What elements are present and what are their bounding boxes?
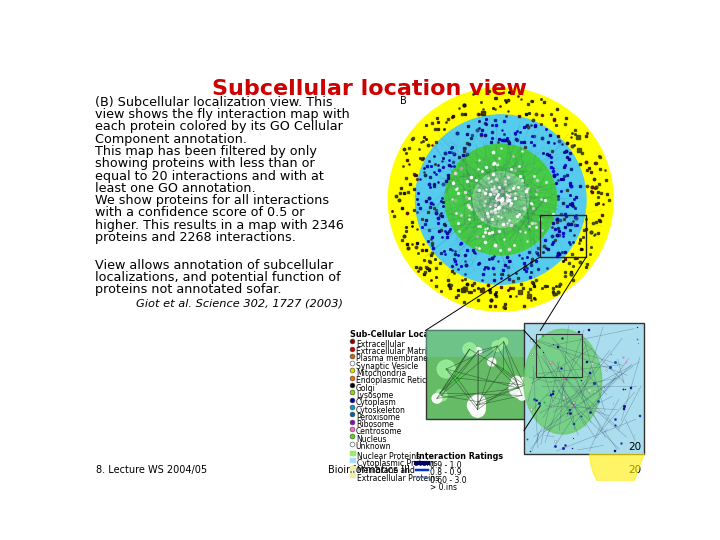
Text: Component annotation.: Component annotation. (96, 132, 248, 146)
Text: 20: 20 (628, 442, 641, 452)
Circle shape (445, 144, 557, 255)
Text: proteins not annotated sofar.: proteins not annotated sofar. (96, 284, 282, 296)
Text: proteins and 2268 interactions.: proteins and 2268 interactions. (96, 231, 297, 244)
Bar (351, 465, 356, 470)
Text: Subcellular location view: Subcellular location view (212, 79, 526, 99)
Circle shape (388, 88, 613, 311)
Text: 0.8 - 0.9: 0.8 - 0.9 (431, 468, 462, 477)
Circle shape (436, 390, 444, 396)
Text: Ribosome: Ribosome (356, 420, 394, 429)
Text: We show proteins for all interactions: We show proteins for all interactions (96, 194, 330, 207)
Circle shape (487, 358, 496, 366)
Text: Endoplasmic Reticulum: Endoplasmic Reticulum (356, 376, 446, 385)
Circle shape (474, 348, 482, 354)
Bar (351, 473, 356, 478)
Circle shape (473, 172, 528, 227)
Bar (524, 323, 644, 454)
Text: view shows the fly interaction map with: view shows the fly interaction map with (96, 108, 350, 121)
Text: Cytoplasmic Proteins: Cytoplasmic Proteins (357, 459, 438, 468)
Text: Extracellular: Extracellular (356, 340, 405, 349)
Text: View allows annotation of subcellular: View allows annotation of subcellular (96, 259, 334, 272)
Bar (426, 330, 540, 357)
Text: Interaction Ratings: Interaction Ratings (415, 453, 503, 462)
Text: > 0.ins: > 0.ins (431, 483, 457, 492)
Text: showing proteins with less than or: showing proteins with less than or (96, 157, 315, 170)
Bar (351, 458, 356, 463)
Bar (539, 215, 586, 257)
Text: Extracellular Matrix: Extracellular Matrix (356, 347, 431, 356)
Text: Extracellular Proteins: Extracellular Proteins (357, 474, 440, 483)
Text: 20: 20 (629, 465, 642, 475)
Text: higher. This results in a map with 2346: higher. This results in a map with 2346 (96, 219, 344, 232)
Circle shape (509, 379, 528, 397)
Text: (B) Subcellular localization view. This: (B) Subcellular localization view. This (96, 96, 333, 109)
Wedge shape (590, 454, 644, 504)
Circle shape (437, 391, 447, 401)
Text: Sub-Cellular Localization View: Sub-Cellular Localization View (350, 330, 487, 340)
Text: Cytoplasm: Cytoplasm (356, 398, 397, 407)
Circle shape (500, 366, 507, 373)
Circle shape (500, 338, 508, 346)
Circle shape (451, 373, 463, 383)
Text: Giot et al. Science 302, 1727 (2003): Giot et al. Science 302, 1727 (2003) (137, 298, 343, 308)
Text: This map has been filtered by only: This map has been filtered by only (96, 145, 318, 158)
Text: Mitochondria: Mitochondria (356, 369, 406, 378)
Text: 0.60 - 3.0: 0.60 - 3.0 (431, 476, 467, 484)
Circle shape (470, 402, 485, 417)
Circle shape (467, 396, 485, 414)
Bar (426, 330, 540, 419)
Bar (536, 334, 582, 377)
Bar (351, 451, 356, 456)
Circle shape (518, 391, 527, 400)
Text: 8. Lecture WS 2004/05: 8. Lecture WS 2004/05 (96, 465, 207, 475)
Text: B: B (400, 96, 407, 106)
Text: 0.9 - 1.0: 0.9 - 1.0 (431, 461, 462, 470)
Text: Lysosome: Lysosome (356, 391, 393, 400)
Text: equal to 20 interactions and with at: equal to 20 interactions and with at (96, 170, 324, 183)
Text: with a confidence score of 0.5 or: with a confidence score of 0.5 or (96, 206, 305, 219)
Text: Membrane and: Membrane and (357, 467, 415, 475)
Text: Golgi: Golgi (356, 383, 376, 393)
Text: Bioinformatics III: Bioinformatics III (328, 465, 410, 475)
Text: Nuclear Proteins: Nuclear Proteins (357, 452, 420, 461)
Ellipse shape (523, 329, 602, 434)
Circle shape (437, 360, 455, 378)
Text: Synaptic Vesicle: Synaptic Vesicle (356, 362, 418, 370)
Circle shape (517, 377, 532, 393)
Text: Nucleus: Nucleus (356, 435, 387, 444)
Text: each protein colored by its GO Cellular: each protein colored by its GO Cellular (96, 120, 343, 133)
Circle shape (415, 115, 586, 284)
Text: least one GO annotation.: least one GO annotation. (96, 182, 256, 195)
Text: Peroxisome: Peroxisome (356, 413, 400, 422)
Circle shape (432, 394, 441, 403)
Circle shape (463, 343, 476, 356)
Circle shape (492, 341, 503, 352)
Text: Centrosome: Centrosome (356, 428, 402, 436)
Text: Cytoskeleton: Cytoskeleton (356, 406, 405, 415)
Text: localizations, and potential function of: localizations, and potential function of (96, 271, 341, 284)
Circle shape (511, 376, 521, 386)
Circle shape (472, 395, 485, 409)
Text: Plasma membrane: Plasma membrane (356, 354, 428, 363)
Text: Unknown: Unknown (356, 442, 392, 451)
